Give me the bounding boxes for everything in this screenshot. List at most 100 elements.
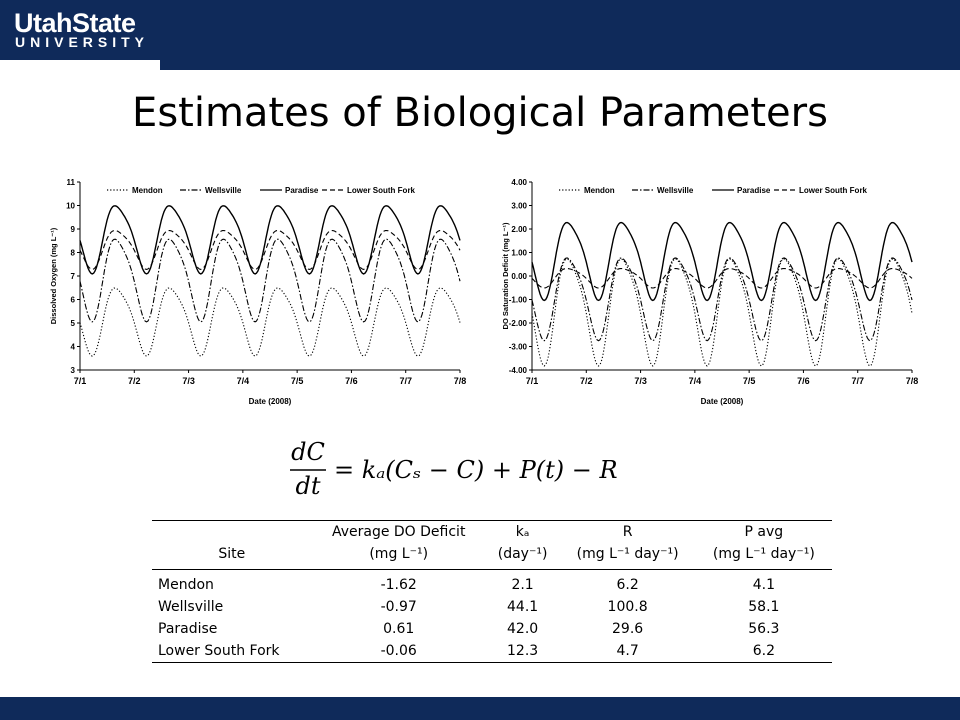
cell-do-deficit: 0.61 bbox=[383, 621, 415, 637]
x-tick-label: 7/5 bbox=[291, 376, 304, 386]
legend-label: Wellsville bbox=[657, 186, 694, 195]
x-tick-label: 7/2 bbox=[128, 376, 141, 386]
x-tick-label: 7/4 bbox=[237, 376, 250, 386]
table-header-row: Average DO Deficit kₐ R P avg bbox=[152, 520, 832, 543]
col-pavg-units: (mg L⁻¹ day⁻¹) bbox=[695, 543, 832, 570]
y-tick-label: 8 bbox=[71, 249, 76, 258]
y-tick-label: -4.00 bbox=[509, 366, 528, 375]
x-tick-label: 7/5 bbox=[743, 376, 756, 386]
cell-site: Mendon bbox=[158, 577, 214, 593]
y-tick-label: 10 bbox=[66, 202, 75, 211]
col-site-header-top bbox=[152, 520, 312, 543]
legend-label: Wellsville bbox=[205, 186, 242, 195]
cell-r: 6.2 bbox=[616, 577, 639, 593]
do-balance-equation: dC dt = kₐ(Cₛ − C) + P(t) − R bbox=[290, 438, 618, 500]
cell-do-deficit: -1.62 bbox=[380, 577, 417, 593]
y-tick-label: 3.00 bbox=[511, 202, 527, 211]
x-axis-label: Date (2008) bbox=[249, 397, 292, 406]
y-tick-label: 9 bbox=[71, 225, 76, 234]
y-tick-label: 0.00 bbox=[511, 272, 527, 281]
series-line bbox=[531, 257, 913, 342]
x-axis-label: Date (2008) bbox=[701, 397, 744, 406]
y-tick-label: 3 bbox=[71, 366, 76, 375]
x-tick-label: 7/7 bbox=[851, 376, 864, 386]
table-row: Paradise 0.61 42.0 29.6 56.3 bbox=[152, 618, 832, 640]
x-tick-label: 7/6 bbox=[345, 376, 358, 386]
university-logo-subtitle: UNIVERSITY bbox=[15, 34, 150, 50]
header-stripe bbox=[160, 60, 960, 70]
x-tick-label: 7/2 bbox=[580, 376, 593, 386]
cell-ka: 44.1 bbox=[507, 599, 539, 615]
table-row: Wellsville -0.97 44.1 100.8 58.1 bbox=[152, 596, 832, 618]
cell-ka: 12.3 bbox=[485, 640, 560, 663]
x-tick-label: 7/8 bbox=[906, 376, 919, 386]
x-tick-label: 7/8 bbox=[454, 376, 467, 386]
legend-label: Mendon bbox=[584, 186, 615, 195]
equation-rhs: = kₐ(Cₛ − C) + P(t) − R bbox=[334, 456, 618, 484]
col-site-header: Site bbox=[152, 543, 312, 570]
cell-r: 4.7 bbox=[559, 640, 696, 663]
x-tick-label: 7/6 bbox=[797, 376, 810, 386]
y-axis-label: Dissolved Oxygen (mg L⁻¹) bbox=[49, 227, 58, 324]
header-banner: UtahState UNIVERSITY bbox=[0, 0, 960, 60]
cell-site: Lower South Fork bbox=[152, 640, 312, 663]
legend-label: Paradise bbox=[285, 186, 319, 195]
cell-site: Paradise bbox=[158, 621, 218, 637]
series-line bbox=[79, 229, 461, 270]
do-deficit-chart: -4.00 -3.00 -2.00 -1.00 0.00 1.00 2.00 3.00 4.00… bbox=[501, 178, 919, 406]
cell-r: 29.6 bbox=[612, 621, 644, 637]
y-tick-label: -3.00 bbox=[509, 343, 528, 352]
dissolved-oxygen-chart: 3 4 5 6 7 8 9 10 11 7/1 7/2 7/3 7/4 7/5 7/6 7/7 7/8 Date … bbox=[49, 178, 467, 406]
cell-ka: 42.0 bbox=[507, 621, 539, 637]
equation-lhs-numerator: dC bbox=[291, 438, 325, 466]
col-do-deficit-units: (mg L⁻¹) bbox=[311, 543, 486, 570]
cell-do-deficit: -0.97 bbox=[380, 599, 417, 615]
cell-site: Wellsville bbox=[158, 599, 224, 615]
university-logo-wordmark: UtahState bbox=[14, 8, 136, 38]
cell-do-deficit: -0.06 bbox=[311, 640, 486, 663]
y-tick-label: 6 bbox=[71, 296, 76, 305]
series-line bbox=[531, 221, 913, 302]
y-tick-label: 2.00 bbox=[511, 225, 527, 234]
series-line bbox=[79, 238, 461, 323]
footer-banner bbox=[0, 697, 960, 720]
y-tick-label: 11 bbox=[67, 178, 76, 187]
table-header-row: Site (mg L⁻¹) (day⁻¹) (mg L⁻¹ day⁻¹) (mg… bbox=[152, 543, 832, 570]
cell-r: 100.8 bbox=[607, 599, 648, 615]
cell-ka: 2.1 bbox=[511, 577, 534, 593]
legend-label: Lower South Fork bbox=[799, 186, 868, 195]
y-tick-label: 1.00 bbox=[511, 249, 527, 258]
equation-lhs-denominator: dt bbox=[295, 472, 320, 500]
col-r-header: R bbox=[559, 520, 696, 543]
x-tick-label: 7/4 bbox=[689, 376, 702, 386]
y-tick-label: 4.00 bbox=[511, 178, 527, 187]
x-tick-label: 7/1 bbox=[526, 376, 539, 386]
x-tick-label: 7/1 bbox=[74, 376, 87, 386]
cell-pavg: 58.1 bbox=[748, 599, 780, 615]
x-tick-label: 7/7 bbox=[399, 376, 412, 386]
legend-label: Mendon bbox=[132, 186, 163, 195]
y-tick-label: -2.00 bbox=[509, 319, 528, 328]
col-r-units: (mg L⁻¹ day⁻¹) bbox=[559, 543, 696, 570]
table-row: Lower South Fork -0.06 12.3 4.7 6.2 bbox=[152, 640, 832, 663]
col-pavg-header: P avg bbox=[695, 520, 832, 543]
x-tick-label: 7/3 bbox=[182, 376, 195, 386]
y-tick-label: 5 bbox=[71, 319, 76, 328]
table-row: Mendon -1.62 2.1 6.2 4.1 bbox=[152, 570, 832, 597]
y-tick-label: 4 bbox=[71, 343, 76, 352]
cell-pavg: 56.3 bbox=[748, 621, 780, 637]
legend-label: Lower South Fork bbox=[347, 186, 416, 195]
series-line bbox=[79, 205, 461, 275]
y-tick-label: -1.00 bbox=[509, 296, 528, 305]
series-line bbox=[79, 287, 461, 357]
y-tick-label: 7 bbox=[71, 272, 76, 281]
col-do-deficit-header: Average DO Deficit bbox=[311, 520, 486, 543]
cell-pavg: 4.1 bbox=[752, 577, 775, 593]
y-axis-label: DO Saturation Deficit (mg L⁻¹) bbox=[501, 222, 510, 329]
cell-pavg: 6.2 bbox=[695, 640, 832, 663]
series-line bbox=[531, 267, 913, 289]
parameter-table: Average DO Deficit kₐ R P avg Site (mg L… bbox=[152, 520, 832, 663]
col-ka-header: kₐ bbox=[485, 520, 560, 543]
col-ka-units: (day⁻¹) bbox=[485, 543, 560, 570]
series-line bbox=[531, 258, 913, 367]
